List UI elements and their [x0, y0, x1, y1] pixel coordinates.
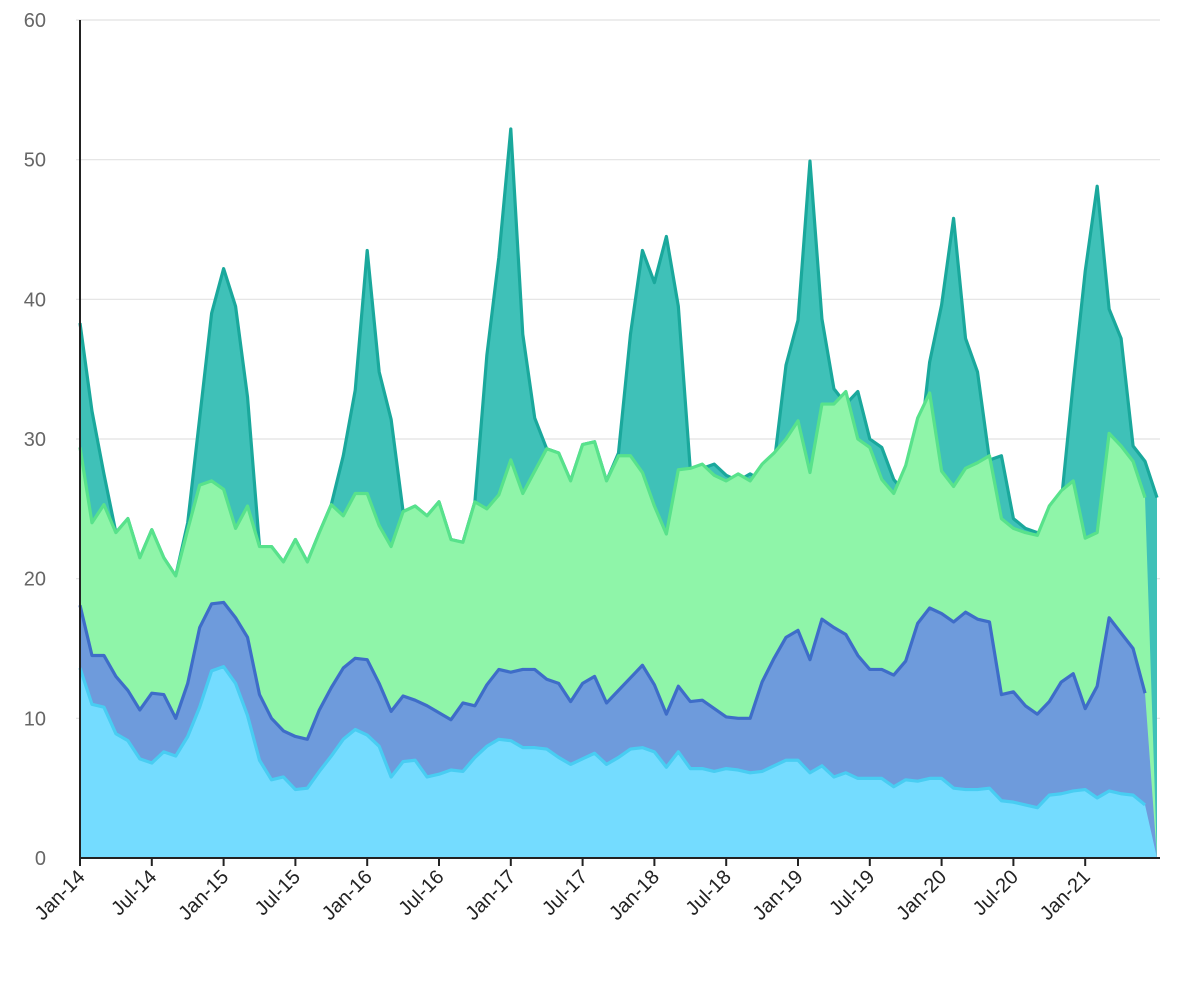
x-tick: Jan-16 [318, 858, 377, 925]
axes [79, 20, 1160, 859]
x-tick-label: Jan-16 [318, 866, 377, 925]
y-tick: 30 [24, 429, 46, 451]
x-tick: Jan-20 [892, 858, 951, 925]
series-4-area [80, 666, 1157, 858]
x-tick-label: Jan-21 [1036, 866, 1095, 925]
x-tick-label: Jul-17 [538, 866, 592, 920]
y-tick: 60 [24, 10, 46, 32]
x-tick-label: Jul-18 [682, 866, 736, 920]
x-tick: Jul-20 [969, 858, 1023, 920]
y-tick: 0 [35, 848, 46, 870]
x-tick-label: Jan-14 [31, 866, 90, 925]
x-tick: Jul-19 [825, 858, 879, 920]
y-tick: 50 [24, 150, 46, 172]
y-tick-label: 30 [24, 429, 46, 451]
x-tick-label: Jul-20 [969, 866, 1023, 920]
x-tick: Jan-18 [605, 858, 664, 925]
x-tick: Jul-14 [107, 858, 161, 920]
x-tick: Jul-15 [251, 858, 305, 920]
y-tick-label: 40 [24, 289, 46, 311]
x-tick-label: Jan-20 [892, 866, 951, 925]
x-tick: Jul-16 [394, 858, 449, 920]
x-tick: Jan-17 [462, 858, 521, 925]
series-2-line [78, 389, 1147, 578]
x-tick: Jan-19 [749, 858, 808, 925]
x-tick-label: Jul-16 [394, 866, 448, 920]
y-tick: 20 [24, 569, 46, 591]
x-tick-label: Jul-14 [107, 866, 161, 920]
x-tick-label: Jan-19 [749, 866, 808, 925]
y-axis-ticks: 0 10 20 30 40 50 60 [24, 10, 46, 870]
y-tick-label: 10 [24, 708, 46, 730]
x-tick: Jul-18 [682, 858, 736, 920]
x-tick-label: Jul-15 [251, 866, 305, 920]
y-tick-label: 20 [24, 569, 46, 591]
series-3-line [78, 600, 1147, 741]
y-tick: 10 [24, 708, 46, 730]
y-tick-label: 60 [24, 10, 46, 32]
x-tick-label: Jan-18 [605, 866, 664, 925]
y-tick-label: 50 [24, 150, 46, 172]
x-tick-label: Jan-15 [174, 866, 233, 925]
x-tick: Jan-15 [174, 858, 233, 925]
x-tick-label: Jan-17 [462, 866, 521, 925]
x-tick-label: Jul-19 [825, 866, 879, 920]
y-tick: 40 [24, 289, 46, 311]
y-tick-label: 0 [35, 848, 46, 870]
x-tick: Jan-21 [1036, 858, 1095, 925]
series-areas [78, 127, 1159, 858]
x-axis-ticks: Jan-14 Jul-14 Jan-15 Jul-15 Jan-16 Jul-16 Jan-… [31, 858, 1095, 925]
x-tick: Jul-17 [538, 858, 592, 920]
series-4-line [78, 665, 1147, 810]
